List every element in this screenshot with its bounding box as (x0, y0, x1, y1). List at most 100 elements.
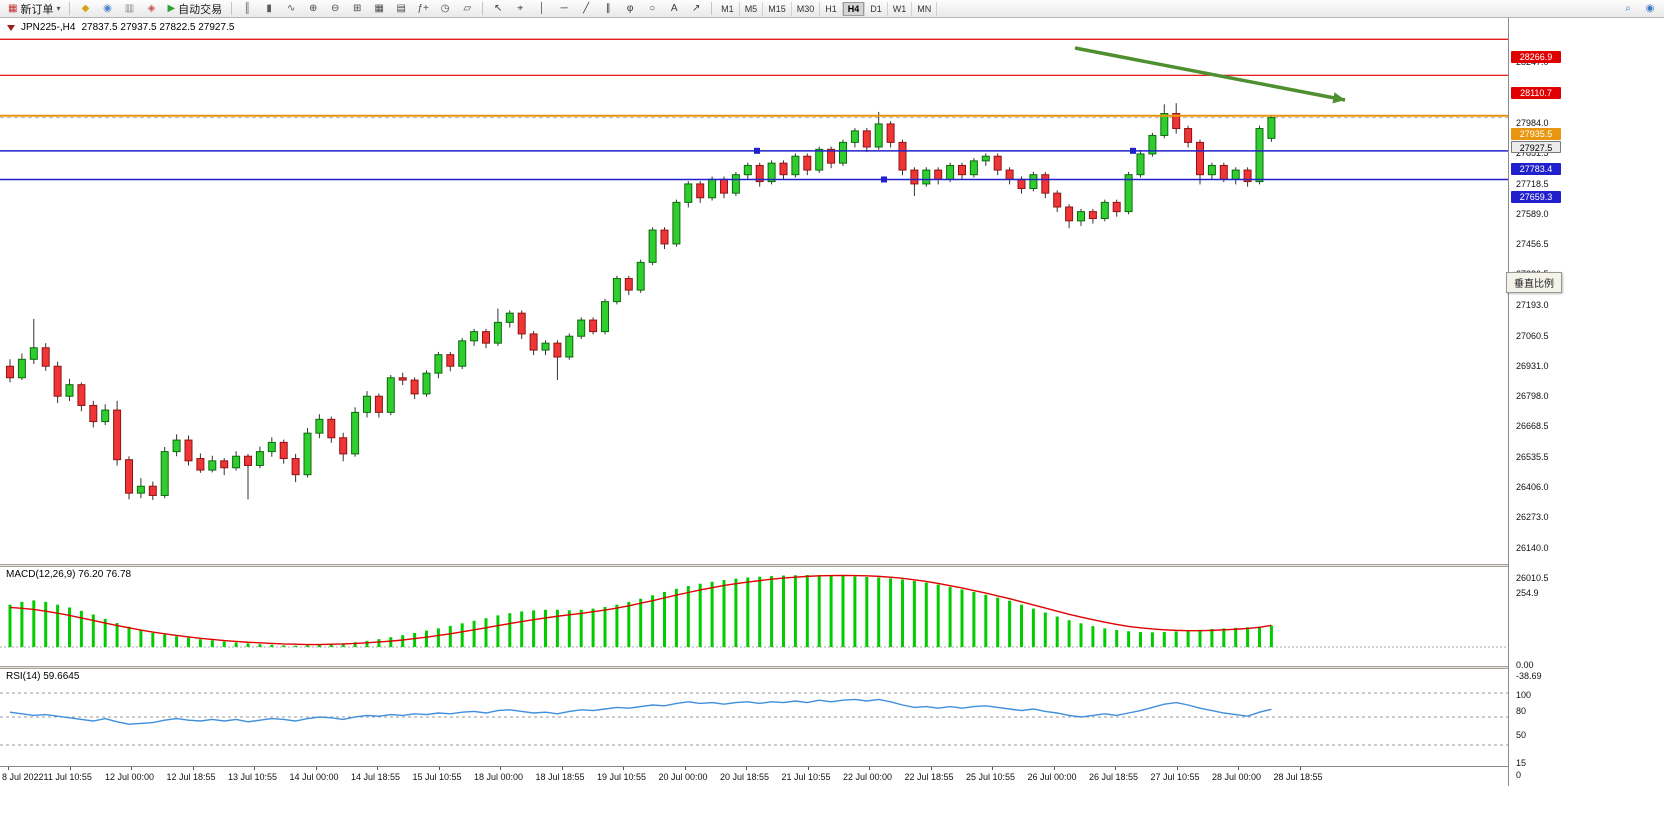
timeframe-d1[interactable]: D1 (865, 1, 888, 16)
current-price-badge: 27927.5 (1511, 140, 1561, 153)
fibonacci-icon[interactable]: φ (626, 3, 634, 14)
time-axis[interactable]: 8 Jul 2022 11 Jul 10:55 12 Jul 00:00 12 Jul… (0, 766, 1508, 786)
price-axis-label: 27984.0 (1516, 117, 1549, 128)
macd-panel[interactable]: MACD(12,26,9) 76.20 76.78 (0, 567, 1508, 666)
zoom-in-icon[interactable]: ⊕ (308, 3, 318, 14)
search-icon[interactable]: ⌕ (1625, 3, 1631, 14)
price-axis-label: 26798.0 (1516, 391, 1549, 402)
symbol-triangle-icon (7, 24, 15, 31)
rsi-line (9, 698, 1272, 725)
price-axis-label: 26406.0 (1516, 481, 1549, 492)
price-badge-27935.5: 27935.5 (1511, 127, 1561, 140)
toolbar-separator (69, 2, 71, 15)
new-order-button[interactable]: ▦ 新订单 ▾ (3, 1, 65, 16)
panel-divider[interactable] (0, 564, 1508, 567)
time-axis-label: 14 Jul 18:55 (351, 772, 401, 782)
price-axis-label: 27589.0 (1516, 208, 1549, 219)
price-badge-27783.4: 27783.4 (1511, 162, 1561, 175)
price-axis[interactable]: 28247.027984.027851.527718.527589.027456… (1508, 18, 1664, 786)
timeframe-w1[interactable]: W1 (888, 1, 913, 16)
channel-icon[interactable]: ∥ (605, 3, 611, 14)
shapes-icon[interactable]: ○ (649, 3, 656, 14)
cascade-windows-icon[interactable]: ▤ (396, 3, 406, 14)
draw-tools-group: ↖ ⌖ │ ─ ╱ ∥ φ ○ A ↗ (487, 1, 707, 16)
horizontal-line-icon[interactable]: ─ (560, 3, 568, 14)
timeframe-m1[interactable]: M1 (716, 1, 740, 16)
time-axis-tick (69, 767, 71, 770)
new-order-icon: ▦ (8, 3, 18, 14)
autotrade-play-icon: ▶ (167, 3, 176, 14)
time-axis-tick (8, 767, 9, 770)
terminal-icon[interactable]: ▥ (124, 3, 135, 14)
time-axis-tick (131, 767, 132, 770)
time-axis-label: 12 Jul 18:55 (166, 772, 216, 782)
price-badge-28266.9: 28266.9 (1511, 51, 1561, 64)
price-axis-label: 26668.5 (1516, 421, 1549, 432)
time-axis-tick (807, 767, 809, 770)
time-axis-tick (746, 767, 747, 770)
timeframe-m30[interactable]: M30 (792, 1, 821, 16)
help-icon[interactable]: ◉ (1645, 3, 1655, 14)
time-axis-label: 25 Jul 10:55 (966, 772, 1016, 782)
price-badge-28110.7: 28110.7 (1511, 87, 1561, 100)
time-axis-tick (1053, 767, 1055, 770)
market-watch-icon[interactable]: ◆ (81, 3, 90, 14)
timeframe-m15[interactable]: M15 (763, 1, 792, 16)
timeframe-h1[interactable]: H1 (820, 1, 843, 16)
bar-chart-icon[interactable]: ║ (243, 3, 251, 14)
arrow-tool-icon[interactable]: ↗ (691, 3, 701, 14)
time-axis-label: 26 Jul 00:00 (1027, 772, 1077, 782)
rsi-label: RSI(14) 59.6645 (6, 671, 80, 682)
time-axis-tick (377, 767, 378, 770)
candlestick-icon[interactable]: ▮ (266, 3, 272, 14)
macd-signal-line (9, 574, 1272, 646)
data-window-icon[interactable]: ◉ (103, 3, 112, 14)
cursor-icon[interactable]: ↖ (493, 3, 503, 14)
timeframe-h4[interactable]: H4 (842, 1, 866, 16)
tile-windows-icon[interactable]: ▦ (374, 3, 384, 14)
grid-icon[interactable]: ⊞ (352, 3, 362, 14)
main-chart-panel[interactable]: JPN225-,H4 27837.5 27937.5 27822.5 27927… (0, 18, 1508, 564)
line-chart-icon[interactable]: ∿ (286, 3, 296, 14)
rsi-panel[interactable]: RSI(14) 59.6645 (0, 669, 1508, 766)
indicators-icon[interactable]: ƒ+ (417, 3, 429, 14)
symbol-name: JPN225-,H4 (21, 22, 76, 33)
horizontal-line-27659.3[interactable] (0, 176, 1508, 183)
price-axis-label: 27718.5 (1516, 178, 1549, 189)
time-axis-tick (561, 767, 563, 770)
timeframe-group: M1 M5 M15 M30 H1 H4 D1 W1 MN (716, 1, 938, 16)
time-axis-label: 20 Jul 18:55 (720, 772, 770, 782)
panel-divider[interactable] (0, 666, 1508, 669)
time-axis-tick (869, 767, 870, 770)
macd-axis-label: 0.00 (1516, 660, 1534, 671)
price-axis-label: 27456.5 (1516, 239, 1549, 250)
timeframe-m5[interactable]: M5 (740, 1, 764, 16)
vertical-line-icon[interactable]: │ (539, 3, 546, 14)
time-axis-tick (438, 767, 440, 770)
autotrade-button[interactable]: ▶ 自动交易 (162, 1, 227, 16)
periods-icon[interactable]: ◷ (440, 3, 450, 14)
price-axis-label: 26535.5 (1516, 451, 1549, 462)
time-axis-tick (500, 767, 501, 770)
horizontal-line-27783.4[interactable] (0, 147, 1508, 154)
zoom-out-icon[interactable]: ⊖ (330, 3, 340, 14)
trendline-icon[interactable]: ╱ (583, 3, 590, 14)
time-axis-label: 27 Jul 10:55 (1150, 772, 1200, 782)
rsi-chart (0, 692, 1508, 746)
templates-icon[interactable]: ▱ (463, 3, 472, 14)
toolbar-separator (231, 2, 233, 15)
strategy-tester-icon[interactable]: ◈ (147, 3, 156, 14)
time-axis-label: 20 Jul 00:00 (658, 772, 708, 782)
candlestick-series (6, 103, 1276, 501)
time-axis-label: 15 Jul 10:55 (412, 772, 462, 782)
time-axis-label: 8 Jul 2022 (2, 772, 44, 782)
vertical-scale-tooltip: 垂直比例 (1506, 272, 1562, 293)
trend-arrow[interactable] (1074, 46, 1346, 104)
symbol-info: JPN225-,H4 27837.5 27937.5 27822.5 27927… (7, 22, 234, 33)
timeframe-mn[interactable]: MN (912, 1, 938, 16)
text-icon[interactable]: A (670, 3, 678, 14)
time-axis-tick (992, 767, 993, 770)
time-axis-label: 21 Jul 10:55 (781, 772, 831, 782)
crosshair-icon[interactable]: ⌖ (517, 3, 523, 14)
